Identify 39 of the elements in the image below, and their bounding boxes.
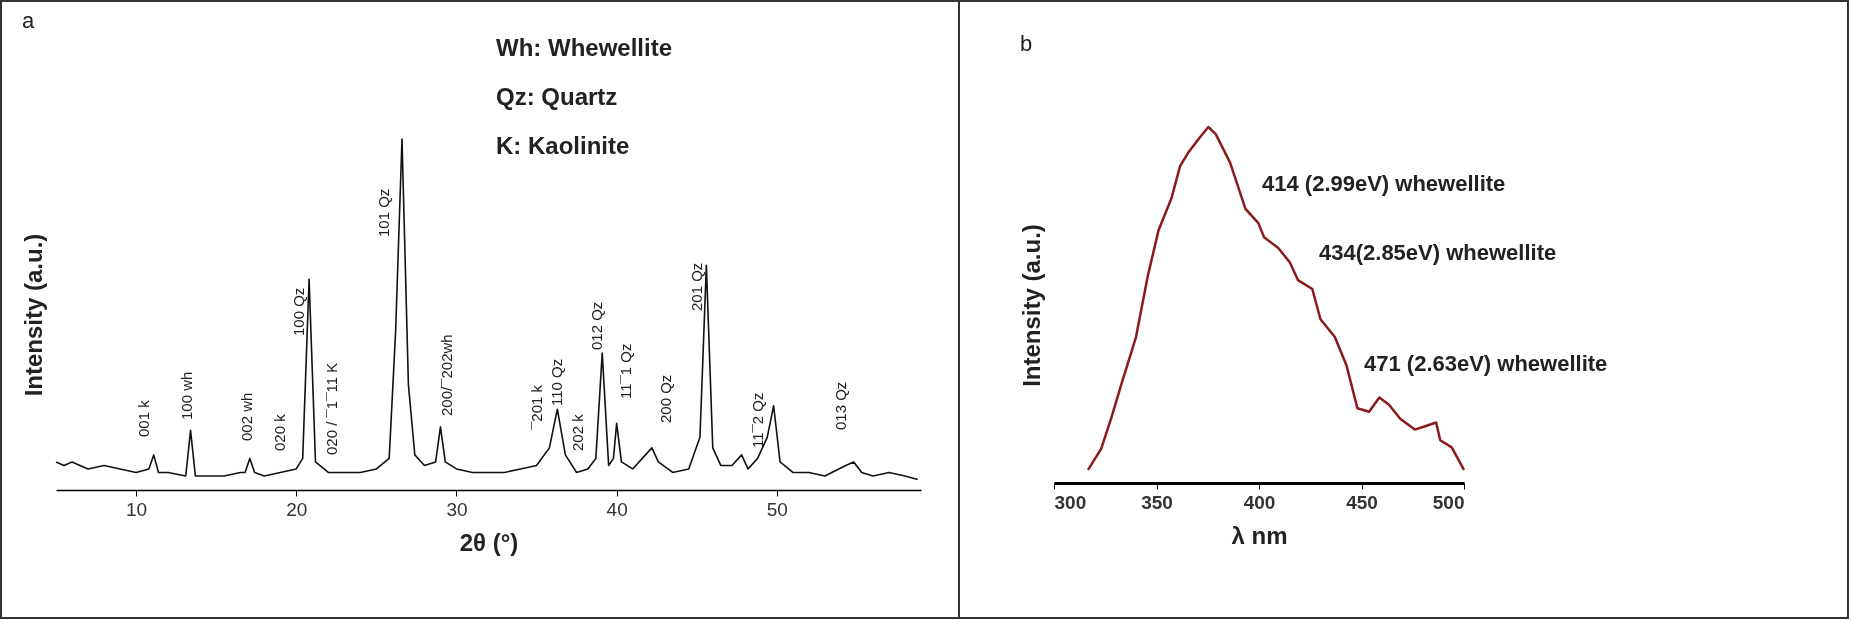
annotation: 202 k	[569, 413, 586, 451]
annotation: 013 Qz	[832, 381, 849, 430]
x-tick-label: 10	[126, 498, 148, 520]
y-axis-title: Intensity (a.u.)	[19, 233, 47, 397]
annotation: 11¯2 Qz	[749, 392, 766, 448]
annotation: ¯201 k	[528, 384, 545, 431]
annotation: 100 wh	[178, 371, 195, 420]
x-tick-label: 500	[1432, 491, 1465, 513]
chart-title: b	[1020, 30, 1033, 56]
x-tick-label: 20	[286, 498, 308, 520]
x-tick-label: 450	[1346, 491, 1378, 513]
annotation: 020 / ¯1¯11 K	[323, 362, 340, 455]
annotation: 200 Qz	[657, 374, 674, 423]
x-tick-label: 30	[446, 498, 468, 520]
x-tick-label: 300	[1054, 491, 1087, 513]
annotation: 414 (2.99eV) whewellite	[1262, 171, 1506, 196]
chart-title: a	[22, 8, 35, 33]
x-tick-label: 400	[1243, 491, 1276, 513]
x-tick-label: 350	[1141, 491, 1173, 513]
x-axis-title: λ nm	[1231, 521, 1288, 549]
text: Qz: Quartz	[496, 83, 618, 110]
annotation: 001 k	[135, 399, 152, 437]
annotation: 100 Qz	[290, 287, 307, 336]
annotation: 020 k	[271, 413, 288, 451]
annotation: 201 Qz	[688, 262, 705, 311]
annotation: 434(2.85eV) whewellite	[1319, 240, 1557, 265]
x-axis-title: 2θ (°)	[459, 528, 519, 556]
annotation: 110 Qz	[548, 358, 565, 406]
text: Wh: Whewellite	[496, 34, 672, 61]
annotation: 002 wh	[238, 392, 255, 441]
y-axis-title: Intensity (a.u.)	[1017, 224, 1045, 387]
annotation: 471 (2.63eV) whewellite	[1364, 351, 1608, 376]
annotation: K: Kaolinite	[496, 132, 630, 159]
x-tick-label: 50	[766, 498, 788, 520]
annotation: 101 Qz	[375, 188, 392, 237]
x-tick-label: 40	[606, 498, 628, 520]
annotation: 11¯1 Qz	[617, 343, 634, 399]
annotation: 200/¯202wh	[438, 334, 455, 416]
annotation: 012 Qz	[588, 301, 605, 350]
